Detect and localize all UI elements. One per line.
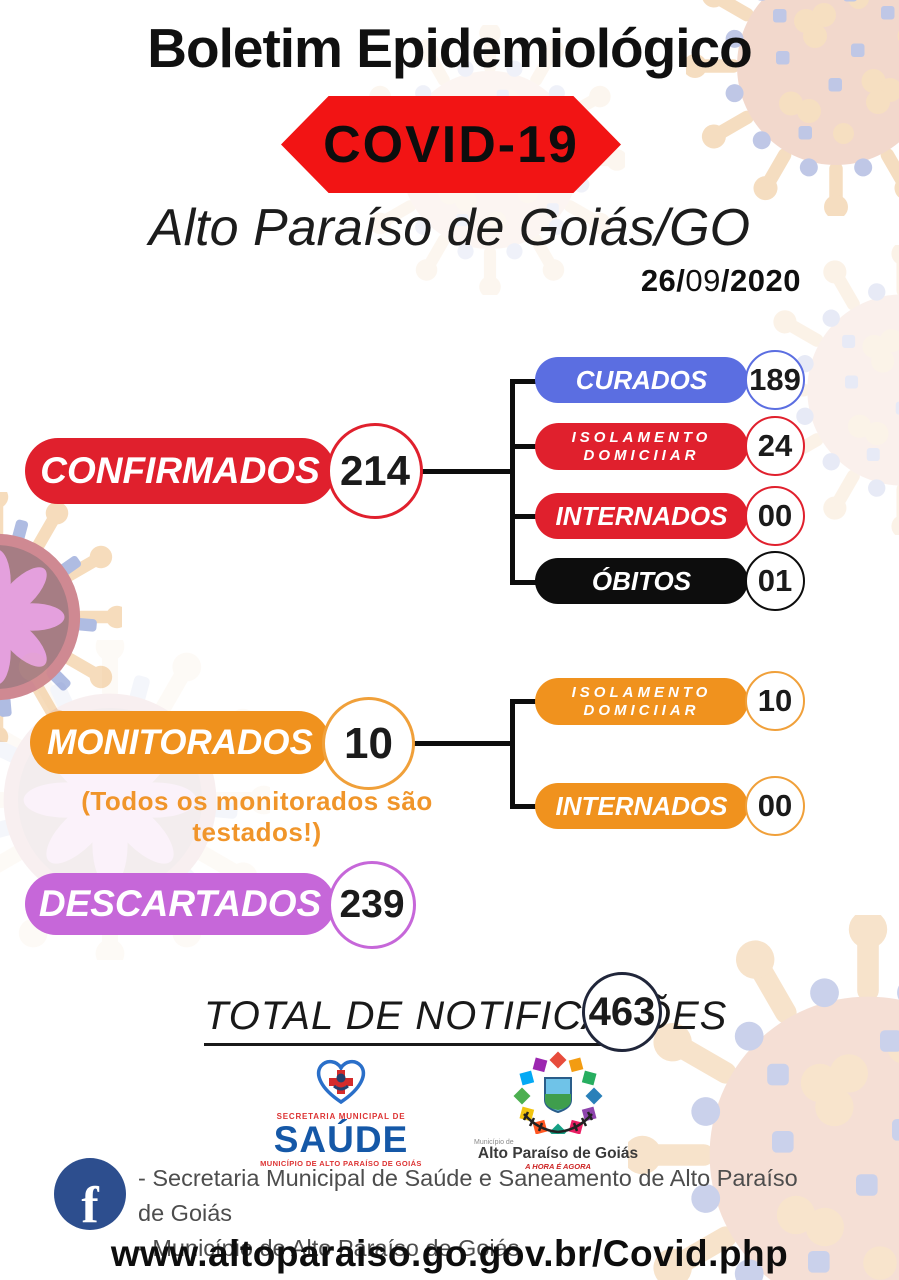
page-title: Boletim Epidemiológico (147, 17, 752, 79)
connector-line (510, 379, 552, 384)
isolamento-pill: ISOLAMENTO DOMICIIAR (535, 423, 748, 470)
report-date: 26/09/2020 (641, 263, 801, 299)
connector-line (510, 514, 552, 519)
internados-pill: INTERNADOS (535, 493, 748, 539)
laurel-icon (522, 1111, 594, 1134)
descartados-label: DESCARTADOS (38, 883, 322, 924)
municipio-logo: Município de Alto Paraíso de Goiás A HOR… (468, 1050, 648, 1171)
descartados-count-circle: 239 (328, 861, 416, 949)
confirmados-pill: CONFIRMADOS (25, 438, 335, 504)
isolamento-monitorados-label-line2: DOMICIIAR (583, 701, 700, 719)
monitorados-count-circle: 10 (322, 697, 415, 790)
connector-line (510, 379, 515, 585)
connector-line (510, 580, 552, 585)
internados-monitorados-count: 00 (757, 788, 793, 823)
facebook-icon: f (54, 1158, 126, 1230)
connector-line (510, 804, 552, 809)
facebook-f-glyph: f (81, 1177, 99, 1230)
isolamento-monitorados-pill: ISOLAMENTO DOMICIIAR (535, 678, 748, 725)
municipio-crest-icon (513, 1051, 603, 1141)
monitorados-count: 10 (344, 718, 393, 768)
descartados-count: 239 (339, 883, 405, 926)
monitorados-label: MONITORADOS (47, 722, 313, 762)
date-separator: / (720, 263, 731, 298)
curados-pill: CURADOS (535, 357, 748, 403)
internados-count-circle: 00 (745, 486, 805, 546)
obitos-label: ÓBITOS (591, 565, 692, 596)
facebook-account-line: - Município de Alto Paraíso de Goiás (138, 1235, 520, 1261)
internados-monitorados-pill: INTERNADOS (535, 783, 748, 829)
isolamento-monitorados-label-line1: ISOLAMENTO (571, 683, 712, 701)
internados-monitorados-label: INTERNADOS (555, 790, 728, 821)
virus-decoration (0, 492, 122, 742)
connector-line (510, 699, 552, 704)
monitorados-pill: MONITORADOS (30, 711, 330, 774)
date-day: 26 (640, 263, 677, 298)
internados-monitorados-count-circle: 00 (745, 776, 805, 836)
date-year: 2020 (730, 263, 801, 298)
curados-count-circle: 189 (745, 350, 805, 410)
health-heart-icon (316, 1059, 366, 1105)
total-count-circle: 463 (582, 972, 662, 1052)
internados-count: 00 (757, 498, 793, 533)
isolamento-monitorados-count: 10 (757, 683, 793, 718)
isolamento-count-circle: 24 (745, 416, 805, 476)
municipio-name: Alto Paraíso de Goiás (477, 1145, 639, 1162)
monitorados-note: (Todos os monitorados são testados!) (81, 786, 433, 847)
confirmados-count: 214 (339, 447, 411, 494)
connector-line (510, 699, 515, 809)
curados-label: CURADOS (575, 364, 708, 395)
subtitle-city: Alto Paraíso de Goiás/GO (148, 199, 751, 257)
descartados-pill: DESCARTADOS (25, 873, 335, 935)
municipio-tagline: A HORA É AGORA (525, 1161, 591, 1171)
covid-badge: COVID-19 (281, 96, 621, 193)
isolamento-monitorados-count-circle: 10 (745, 671, 805, 731)
date-month: 09 (685, 263, 721, 298)
saude-top-line: SECRETARIA MUNICIPAL DE (276, 1111, 406, 1121)
confirmados-count-circle: 214 (327, 423, 423, 519)
saude-name: SAÚDE (273, 1119, 409, 1161)
site-url: www.altoparaiso.go.gov.br/Covid.php (110, 1233, 789, 1274)
connector-line (408, 741, 515, 746)
covid-badge-label: COVID-19 (323, 115, 579, 174)
saude-logo: SECRETARIA MUNICIPAL DE SAÚDE MUNICÍPIO … (252, 1056, 430, 1168)
internados-label: INTERNADOS (555, 500, 728, 531)
confirmados-label: CONFIRMADOS (40, 450, 320, 491)
total-count: 463 (588, 989, 656, 1034)
isolamento-label-line1: ISOLAMENTO (571, 428, 712, 446)
curados-count: 189 (749, 362, 801, 397)
municipio-tiny-top: Município de (474, 1139, 514, 1146)
date-separator: / (676, 263, 686, 298)
obitos-pill: ÓBITOS (535, 558, 748, 604)
isolamento-count: 24 (757, 428, 793, 463)
obitos-count-circle: 01 (745, 551, 805, 611)
obitos-count: 01 (757, 563, 793, 598)
connector-line (415, 469, 515, 474)
facebook-account-line: - Secretaria Municipal de Saúde e Saneam… (138, 1165, 798, 1226)
saude-bottom-line: MUNICÍPIO DE ALTO PARAÍSO DE GOIÁS (260, 1159, 422, 1169)
isolamento-label-line2: DOMICIIAR (583, 446, 700, 464)
connector-line (510, 444, 552, 449)
total-label: TOTAL DE NOTIFICAÇÕES (204, 994, 726, 1046)
